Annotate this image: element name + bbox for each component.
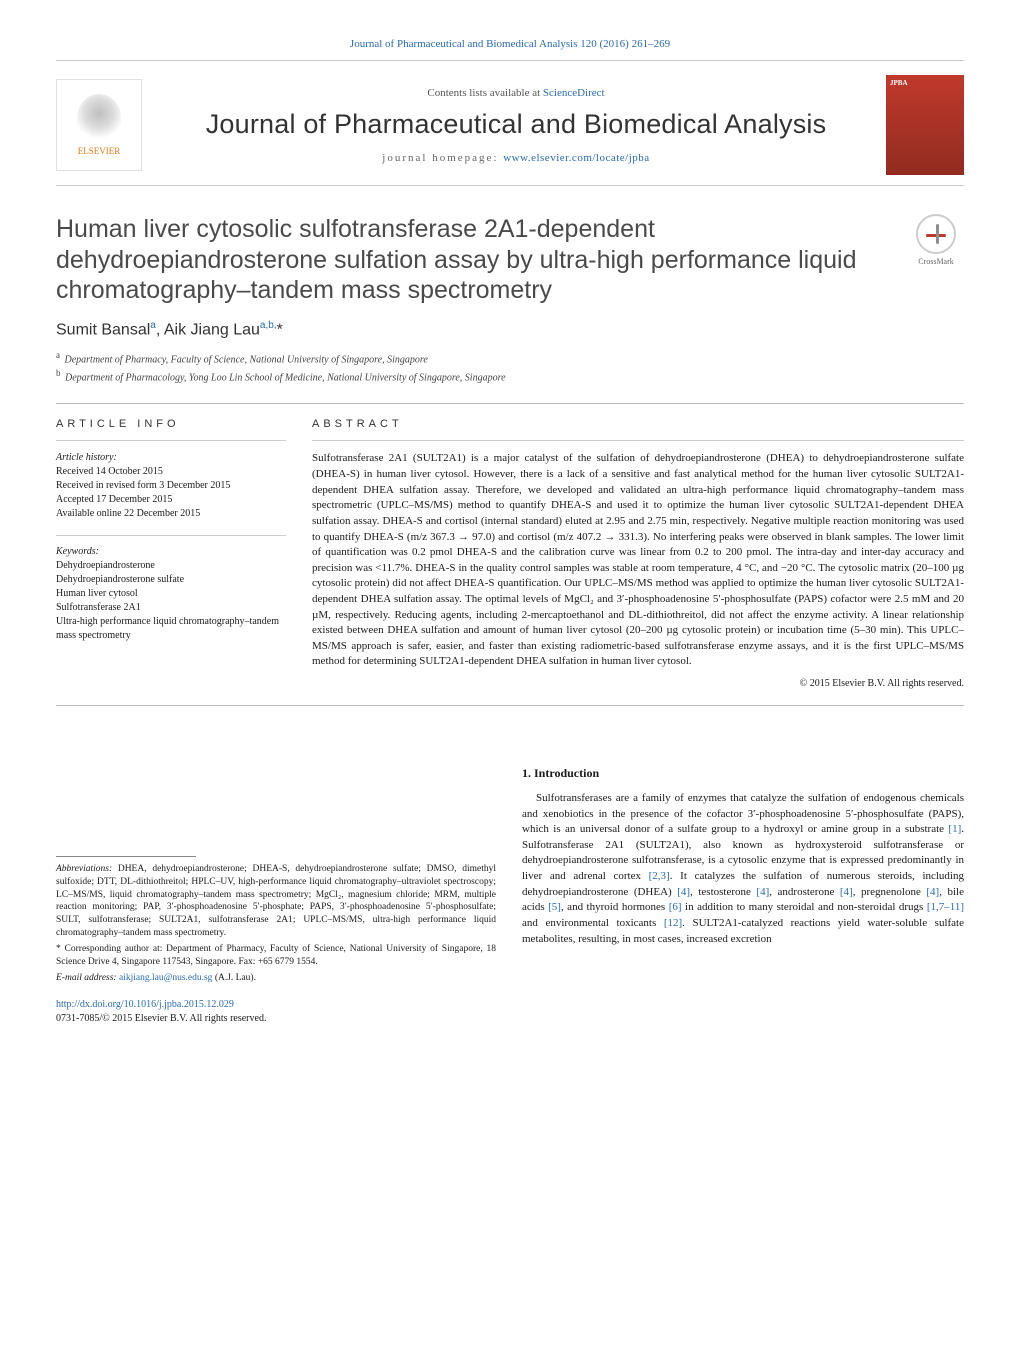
intro-heading: 1. Introduction	[522, 766, 964, 781]
crossmark-icon	[916, 214, 956, 254]
email-label: E-mail address:	[56, 973, 119, 983]
abstract-heading: ABSTRACT	[312, 418, 964, 430]
lower-row: Abbreviations: DHEA, dehydroepiandroster…	[56, 766, 964, 1026]
crossmark-badge[interactable]: CrossMark	[908, 214, 964, 270]
issn-line: 0731-7085/© 2015 Elsevier B.V. All right…	[56, 1013, 266, 1024]
page-root: Journal of Pharmaceutical and Biomedical…	[0, 0, 1020, 1066]
history-received: Received 14 October 2015	[56, 465, 286, 479]
elsevier-tree-icon	[77, 94, 121, 142]
top-citation: Journal of Pharmaceutical and Biomedical…	[56, 38, 964, 50]
history-revised: Received in revised form 3 December 2015	[56, 479, 286, 493]
abstract-rule	[312, 440, 964, 441]
contents-line: Contents lists available at ScienceDirec…	[160, 87, 872, 99]
article-title: Human liver cytosolic sulfotransferase 2…	[56, 214, 908, 306]
title-row: Human liver cytosolic sulfotransferase 2…	[56, 214, 964, 306]
history-online: Available online 22 December 2015	[56, 507, 286, 521]
contents-prefix: Contents lists available at	[427, 87, 542, 99]
journal-cover-thumb: JPBA	[886, 75, 964, 175]
footnotes-rule	[56, 856, 196, 857]
footnotes: Abbreviations: DHEA, dehydroepiandroster…	[56, 863, 496, 984]
info-abstract-row: ARTICLE INFO Article history: Received 1…	[56, 418, 964, 689]
doi-link[interactable]: http://dx.doi.org/10.1016/j.jpba.2015.12…	[56, 999, 234, 1010]
keywords-list: DehydroepiandrosteroneDehydroepiandroste…	[56, 559, 286, 643]
history-accepted: Accepted 17 December 2015	[56, 493, 286, 507]
sciencedirect-link[interactable]: ScienceDirect	[543, 87, 605, 99]
crossmark-label: CrossMark	[918, 257, 954, 266]
doi-block: http://dx.doi.org/10.1016/j.jpba.2015.12…	[56, 998, 496, 1026]
info-rule	[56, 440, 286, 441]
article-info-col: ARTICLE INFO Article history: Received 1…	[56, 418, 286, 689]
authors-line: Sumit Bansala, Aik Jiang Laua,b,*	[56, 320, 964, 339]
journal-name: Journal of Pharmaceutical and Biomedical…	[160, 109, 872, 140]
abbreviations-block: Abbreviations: DHEA, dehydroepiandroster…	[56, 863, 496, 940]
masthead-center: Contents lists available at ScienceDirec…	[160, 87, 872, 164]
publisher-label: ELSEVIER	[78, 146, 121, 156]
info-rule-2	[56, 535, 286, 536]
email-link[interactable]: aikjiang.lau@nus.edu.sg	[119, 973, 212, 983]
email-suffix: (A.J. Lau).	[212, 973, 256, 983]
intro-paragraph: Sulfotransferases are a family of enzyme…	[522, 791, 964, 947]
article-info-heading: ARTICLE INFO	[56, 418, 286, 430]
footnotes-col: Abbreviations: DHEA, dehydroepiandroster…	[56, 766, 496, 1026]
masthead: ELSEVIER Contents lists available at Sci…	[56, 60, 964, 186]
copyright-line: © 2015 Elsevier B.V. All rights reserved…	[312, 678, 964, 689]
homepage-link[interactable]: www.elsevier.com/locate/jpba	[503, 152, 649, 164]
abstract-col: ABSTRACT Sulfotransferase 2A1 (SULT2A1) …	[312, 418, 964, 689]
corresponding-author: * Corresponding author at: Department of…	[56, 943, 496, 969]
email-line: E-mail address: aikjiang.lau@nus.edu.sg …	[56, 972, 496, 985]
homepage-prefix: journal homepage:	[382, 152, 503, 164]
intro-col: 1. Introduction Sulfotransferases are a …	[522, 766, 964, 1026]
abbr-label: Abbreviations:	[56, 864, 112, 874]
elsevier-logo: ELSEVIER	[56, 79, 142, 171]
abbr-text: DHEA, dehydroepiandrosterone; DHEA-S, de…	[56, 864, 496, 938]
history-label: Article history:	[56, 451, 286, 465]
homepage-line: journal homepage: www.elsevier.com/locat…	[160, 152, 872, 164]
history-block: Article history: Received 14 October 201…	[56, 451, 286, 521]
corr-text: Corresponding author at: Department of P…	[56, 944, 496, 967]
separator-rule-2	[56, 705, 964, 706]
keywords-label: Keywords:	[56, 546, 286, 557]
cover-abbrev: JPBA	[890, 79, 960, 87]
affiliations: a Department of Pharmacy, Faculty of Sci…	[56, 349, 964, 386]
separator-rule	[56, 403, 964, 404]
abstract-text: Sulfotransferase 2A1 (SULT2A1) is a majo…	[312, 451, 964, 670]
